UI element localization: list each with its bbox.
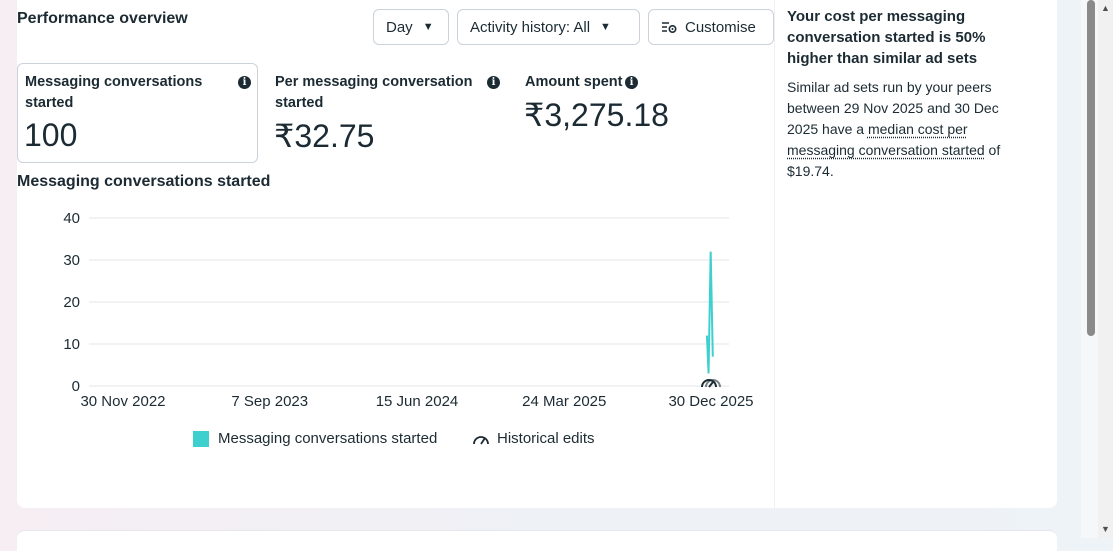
caret-down-icon: ▼ <box>600 21 611 33</box>
info-icon[interactable]: i <box>625 76 638 89</box>
x-tick-label: 30 Nov 2022 <box>80 393 165 410</box>
activity-history-label: Activity history: All <box>470 19 590 36</box>
insight-title: Your cost per messaging conversation sta… <box>787 6 1027 69</box>
day-dropdown[interactable]: Day ▼ <box>373 9 449 45</box>
y-tick-label: 0 <box>72 378 80 395</box>
y-tick-label: 40 <box>63 210 80 227</box>
x-tick-label: 24 Mar 2025 <box>522 393 606 410</box>
line-chart: 0 10 20 30 40 30 Nov 2022 7 Sep 2023 15 Jun 20… <box>17 200 757 415</box>
customise-button[interactable]: Customise <box>648 9 774 45</box>
page-title: Performance overview <box>17 10 188 28</box>
metric-value-cost-per: ₹32.75 <box>274 117 374 155</box>
customise-settings-icon <box>661 20 677 34</box>
y-tick-label: 10 <box>63 336 80 353</box>
customise-label: Customise <box>685 19 756 36</box>
scrollbar-thumb[interactable] <box>1087 0 1095 336</box>
scroll-down-icon[interactable]: ▼ <box>1099 524 1112 534</box>
next-card <box>17 530 1057 551</box>
scroll-up-icon[interactable]: ▲ <box>1099 3 1112 13</box>
day-dropdown-label: Day <box>386 19 413 36</box>
teal-square-swatch <box>193 431 209 447</box>
metric-label-cost-per: Per messaging conversation started <box>275 72 485 114</box>
panel-divider <box>774 0 775 508</box>
chart-title: Messaging conversations started <box>17 173 270 191</box>
y-tick-label: 20 <box>63 294 80 311</box>
metric-label-conversations: Messaging conversations started <box>25 72 225 114</box>
legend-series-label: Messaging conversations started <box>218 430 437 447</box>
legend-historical-edits[interactable]: Historical edits <box>472 430 595 447</box>
y-tick-label: 30 <box>63 252 80 269</box>
info-icon[interactable]: i <box>487 76 500 89</box>
metric-label-amount-spent: Amount spent <box>525 72 622 93</box>
x-tick-label: 15 Jun 2024 <box>376 393 459 410</box>
x-tick-label: 30 Dec 2025 <box>668 393 753 410</box>
metric-value-amount-spent: ₹3,275.18 <box>524 96 669 134</box>
series-line[interactable] <box>707 252 713 374</box>
activity-history-dropdown[interactable]: Activity history: All ▼ <box>457 9 640 45</box>
gauge-icon <box>472 432 490 446</box>
legend-series[interactable]: Messaging conversations started <box>193 430 437 447</box>
browser-scrollbar[interactable] <box>1098 0 1113 538</box>
metric-value-conversations: 100 <box>24 117 77 154</box>
info-icon[interactable]: i <box>238 76 251 89</box>
legend-historical-label: Historical edits <box>497 430 595 447</box>
caret-down-icon: ▼ <box>423 21 434 33</box>
x-tick-label: 7 Sep 2023 <box>231 393 308 410</box>
insight-description: Similar ad sets run by your peers betwee… <box>787 77 1032 182</box>
